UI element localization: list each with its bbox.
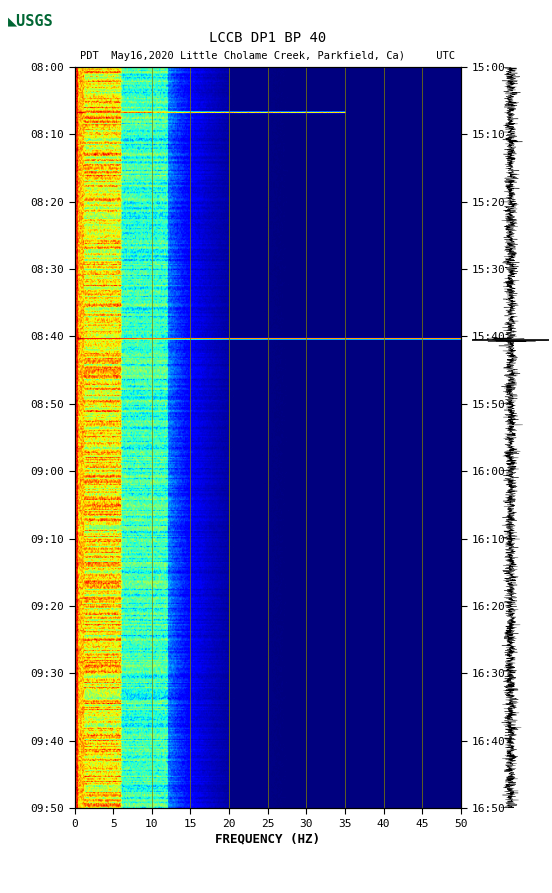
X-axis label: FREQUENCY (HZ): FREQUENCY (HZ) [215, 833, 320, 846]
Text: ◣USGS: ◣USGS [8, 13, 54, 29]
Text: LCCB DP1 BP 40: LCCB DP1 BP 40 [209, 30, 326, 45]
Text: PDT  May16,2020 Little Cholame Creek, Parkfield, Ca)     UTC: PDT May16,2020 Little Cholame Creek, Par… [80, 51, 455, 61]
